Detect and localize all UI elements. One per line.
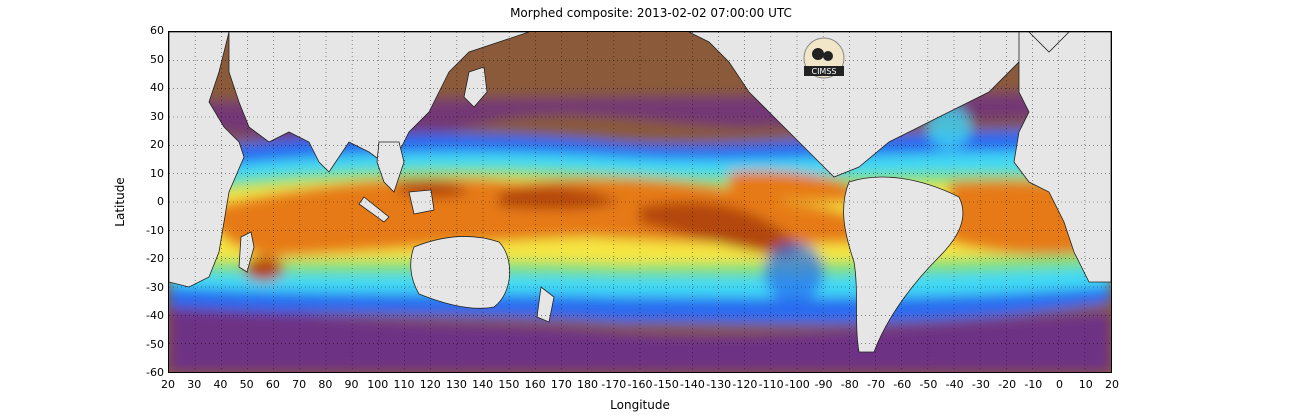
- x-tick-label: -140: [679, 378, 705, 391]
- x-tick-label: 120: [419, 378, 441, 391]
- y-tick-label: 0: [157, 195, 164, 208]
- x-tick-label: -20: [998, 378, 1017, 391]
- y-tick-label: 60: [150, 24, 164, 37]
- x-tick-label: 20: [1105, 378, 1119, 391]
- x-tick-label: -90: [814, 378, 833, 391]
- y-tick-label: -30: [146, 280, 164, 294]
- x-tick-label: -30: [971, 378, 990, 391]
- x-tick-label: 90: [344, 378, 359, 391]
- x-tick-label: 30: [187, 378, 202, 391]
- x-tick-label: 20: [161, 378, 175, 391]
- x-tick-label: -80: [840, 378, 859, 391]
- x-axis-label: Longitude: [610, 398, 670, 412]
- x-tick-label: 140: [472, 378, 494, 391]
- x-tick-label: -70: [867, 378, 885, 391]
- x-tick-label: 160: [524, 378, 546, 391]
- y-tick-label: 20: [150, 138, 164, 151]
- y-axis-label: Latitude: [113, 177, 127, 227]
- x-tick-label: -130: [706, 378, 732, 391]
- x-tick-label: 170: [550, 378, 572, 391]
- x-tick-label: -110: [758, 378, 784, 391]
- x-tick-label: -120: [732, 378, 758, 391]
- map-title: Morphed composite: 2013-02-02 07:00:00 U…: [510, 6, 792, 20]
- x-tick-label: 180: [577, 378, 599, 391]
- y-tick-label: 30: [150, 109, 164, 123]
- x-tick-label: 50: [239, 378, 254, 391]
- x-tick-label: 0: [1056, 378, 1064, 391]
- x-tick-label: 110: [393, 378, 415, 391]
- y-tick-label: -20: [146, 252, 164, 265]
- x-tick-label: 80: [318, 378, 333, 391]
- y-tick-label: 10: [150, 166, 164, 180]
- x-tick-label: -150: [653, 378, 679, 391]
- x-tick-label: -60: [893, 378, 912, 391]
- x-tick-label: -100: [784, 378, 810, 391]
- x-tick-label: -160: [627, 378, 653, 391]
- x-tick-label: 130: [445, 378, 467, 391]
- y-tick-label: -50: [146, 337, 164, 351]
- x-tick-label: -10: [1024, 378, 1043, 391]
- x-tick-label: 100: [367, 378, 389, 391]
- precipitable-water-map: [168, 31, 1112, 373]
- x-tick-label: 60: [265, 378, 280, 391]
- x-tick-label: 40: [213, 378, 228, 391]
- logo-text: CIMSS: [811, 67, 836, 76]
- y-tick-label: 50: [150, 52, 164, 66]
- y-tick-label: -10: [146, 223, 164, 237]
- y-tick-label: -40: [146, 309, 164, 322]
- x-tick-label: 70: [292, 378, 307, 391]
- x-tick-label: -50: [919, 378, 938, 391]
- land-masses: [169, 32, 1111, 353]
- x-tick-label: -170: [601, 378, 627, 391]
- x-tick-label: 10: [1078, 378, 1093, 391]
- y-tick-label: 40: [150, 81, 164, 94]
- y-tick-label: -60: [146, 366, 164, 379]
- x-tick-label: -40: [945, 378, 964, 391]
- x-tick-label: 150: [498, 378, 520, 391]
- lat-lon-grid: [169, 32, 1111, 372]
- cimss-logo: CIMSS: [800, 36, 848, 84]
